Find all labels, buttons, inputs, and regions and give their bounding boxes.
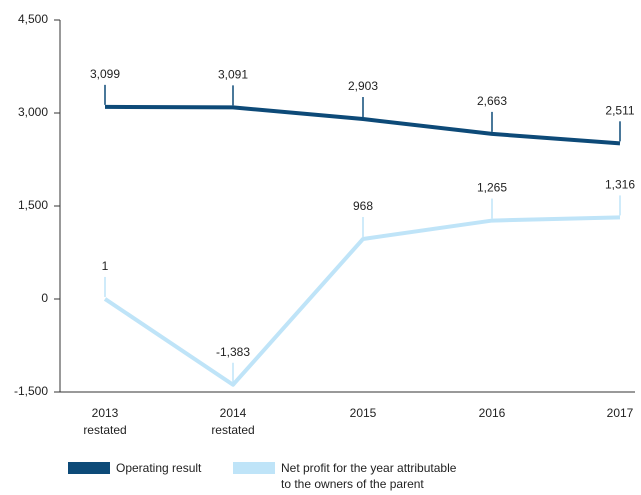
data-label: 968 <box>353 199 373 213</box>
legend-label: Net profit for the year attributable to … <box>281 461 457 491</box>
y-tick-label: 0 <box>41 291 48 305</box>
series-line <box>103 215 621 387</box>
legend-label: Operating result <box>116 461 202 475</box>
data-label: 3,099 <box>90 67 120 81</box>
x-tick-label: 2015 <box>349 406 377 420</box>
data-label: 2,663 <box>477 94 507 108</box>
data-label: 2,511 <box>605 103 634 117</box>
x-tick-label: 2016 <box>478 406 506 420</box>
data-label: 1,316 <box>605 178 635 192</box>
x-tick-label: 2013 restated <box>83 406 127 437</box>
y-tick-label: 1,500 <box>18 198 48 212</box>
x-tick-label: 2017 <box>606 406 634 420</box>
y-tick-label: 3,000 <box>18 105 48 119</box>
data-label: 3,091 <box>218 68 248 82</box>
legend-swatch <box>233 462 275 474</box>
data-label: 2,903 <box>348 79 378 93</box>
legend-swatch <box>68 462 110 474</box>
data-label: 1,265 <box>477 181 507 195</box>
x-tick-label: 2014 restated <box>211 406 255 437</box>
y-tick-label: -1,500 <box>14 384 48 398</box>
y-tick-label: 4,500 <box>18 12 48 26</box>
data-label: 1 <box>102 259 109 273</box>
data-label: -1,383 <box>216 345 250 359</box>
series-line <box>104 104 621 146</box>
